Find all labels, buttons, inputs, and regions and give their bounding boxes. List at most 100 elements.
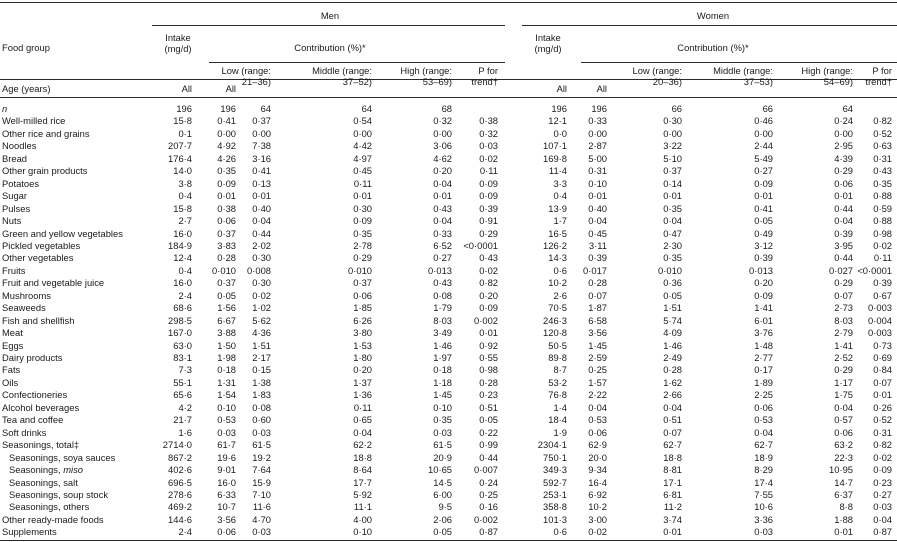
table-cell: 0·35 bbox=[873, 178, 892, 189]
row-label: Sugar bbox=[2, 190, 28, 201]
table-cell: 0·33 bbox=[433, 228, 452, 239]
table-cell: 0·09 bbox=[353, 215, 372, 226]
table-cell: 0·09 bbox=[217, 178, 236, 189]
table-cell: 107·1 bbox=[543, 140, 567, 151]
table-cell: 2·22 bbox=[588, 389, 607, 400]
table-cell: 10·95 bbox=[829, 464, 853, 475]
table-cell: 3·36 bbox=[754, 514, 773, 525]
table-cell: 0·43 bbox=[479, 252, 498, 263]
table-cell: 4·36 bbox=[252, 327, 271, 338]
table-cell: 0·24 bbox=[479, 477, 498, 488]
table-cell: 0·002 bbox=[474, 315, 498, 326]
table-cell: 76·8 bbox=[548, 389, 567, 400]
table-cell: 1·02 bbox=[252, 302, 271, 313]
table-cell: 0·30 bbox=[663, 115, 682, 126]
table-cell: 0·37 bbox=[663, 165, 682, 176]
table-cell: 66 bbox=[762, 103, 773, 114]
table-cell: 750·1 bbox=[543, 452, 567, 463]
women-contribution-rule bbox=[581, 62, 897, 63]
row-label: Tea and coffee bbox=[2, 414, 64, 425]
table-cell: 0·22 bbox=[479, 427, 498, 438]
table-cell: 2304·1 bbox=[537, 439, 567, 450]
table-cell: 65·6 bbox=[173, 389, 192, 400]
table-cell: 1·45 bbox=[588, 340, 607, 351]
table-cell: 0·82 bbox=[479, 277, 498, 288]
header-rule-2 bbox=[0, 97, 897, 98]
table-cell: 0·35 bbox=[663, 252, 682, 263]
table-cell: 4·97 bbox=[353, 153, 372, 164]
table-cell: 0·37 bbox=[217, 228, 236, 239]
table-cell: 0·35 bbox=[433, 414, 452, 425]
table-cell: 0·017 bbox=[583, 265, 607, 276]
table-cell: 101·3 bbox=[543, 514, 567, 525]
table-cell: 0·04 bbox=[834, 215, 853, 226]
table-cell: 0·01 bbox=[217, 190, 236, 201]
table-cell: 0·06 bbox=[588, 427, 607, 438]
table-cell: 253·1 bbox=[543, 489, 567, 500]
table-cell: 2·87 bbox=[588, 140, 607, 151]
table-cell: 6·67 bbox=[217, 315, 236, 326]
row-label: Green and yellow vegetables bbox=[2, 228, 123, 239]
table-cell: 0·05 bbox=[663, 290, 682, 301]
table-cell: 0·03 bbox=[873, 501, 892, 512]
table-cell: 0·20 bbox=[433, 165, 452, 176]
table-cell: 0·98 bbox=[479, 364, 498, 375]
table-cell: 14·5 bbox=[433, 477, 452, 488]
row-label: Fruits bbox=[2, 265, 26, 276]
table-cell: 0·04 bbox=[754, 427, 773, 438]
table-cell: 0·51 bbox=[663, 414, 682, 425]
table-cell: 0·09 bbox=[754, 178, 773, 189]
table-cell: 0·13 bbox=[252, 178, 271, 189]
subhead-range-years-1: 37–52) bbox=[342, 76, 372, 87]
table-cell: 3·83 bbox=[217, 240, 236, 251]
table-cell: 6·33 bbox=[217, 489, 236, 500]
women-group-rule bbox=[522, 25, 897, 26]
table-cell: 0·07 bbox=[663, 427, 682, 438]
table-cell: 1·54 bbox=[217, 389, 236, 400]
table-cell: 1·62 bbox=[663, 377, 682, 388]
table-cell: 196 bbox=[176, 103, 192, 114]
table-cell: 0·84 bbox=[873, 364, 892, 375]
table-cell: 2·02 bbox=[252, 240, 271, 251]
table-cell: 2·77 bbox=[754, 352, 773, 363]
table-cell: 4·26 bbox=[217, 153, 236, 164]
table-cell: 0·06 bbox=[834, 427, 853, 438]
table-cell: 0·02 bbox=[588, 526, 607, 537]
table-cell: 0·04 bbox=[873, 514, 892, 525]
table-cell: 0·57 bbox=[834, 414, 853, 425]
table-cell: 0·09 bbox=[873, 464, 892, 475]
table-cell: 0·07 bbox=[873, 377, 892, 388]
row-label: Potatoes bbox=[2, 178, 40, 189]
table-cell: 469·2 bbox=[168, 501, 192, 512]
row-label: Eggs bbox=[2, 340, 24, 351]
table-cell: 12·4 bbox=[173, 252, 192, 263]
table-cell: 0·07 bbox=[588, 290, 607, 301]
table-cell: 0·01 bbox=[834, 526, 853, 537]
table-cell: 0·47 bbox=[663, 228, 682, 239]
table-cell: 0·003 bbox=[868, 327, 892, 338]
table-cell: 0·38 bbox=[479, 115, 498, 126]
table-cell: 0·01 bbox=[663, 190, 682, 201]
table-cell: 0·41 bbox=[754, 203, 773, 214]
table-cell: 0·04 bbox=[588, 402, 607, 413]
table-cell: 298·5 bbox=[168, 315, 192, 326]
subhead-range-years-4: 37–53) bbox=[743, 76, 773, 87]
table-cell: 0·6 bbox=[553, 265, 567, 276]
table-cell: 10·2 bbox=[548, 277, 567, 288]
table-cell: 1·51 bbox=[252, 340, 271, 351]
age-label: Age (years) bbox=[2, 83, 51, 94]
table-cell: 0·08 bbox=[433, 290, 452, 301]
table-cell: 0·52 bbox=[873, 414, 892, 425]
table-cell: 4·92 bbox=[217, 140, 236, 151]
table-cell: 0·007 bbox=[474, 464, 498, 475]
table-cell: 0·37 bbox=[217, 277, 236, 288]
table-cell: 0·43 bbox=[873, 165, 892, 176]
table-cell: 0·11 bbox=[353, 402, 372, 413]
table-cell: 3·8 bbox=[178, 178, 192, 189]
subhead-range-years-2: 53–69) bbox=[422, 76, 452, 87]
table-cell: 1·46 bbox=[663, 340, 682, 351]
table-cell: 0·01 bbox=[353, 190, 372, 201]
table-cell: 0·18 bbox=[217, 364, 236, 375]
table-cell: 6·37 bbox=[834, 489, 853, 500]
table-cell: 1·87 bbox=[588, 302, 607, 313]
